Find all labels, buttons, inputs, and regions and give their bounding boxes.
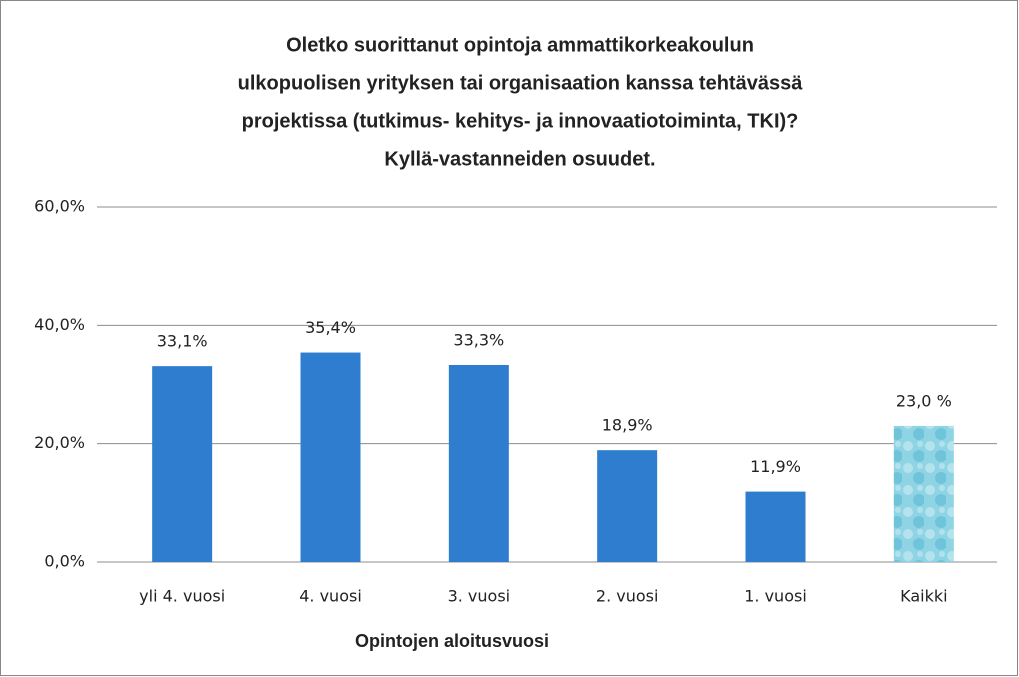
bar-texture [893, 425, 954, 562]
data-label: 33,1% [157, 332, 208, 351]
bar [152, 366, 213, 562]
bar [300, 352, 361, 562]
chart-title: projektissa (tutkimus- kehitys- ja innov… [242, 110, 799, 132]
data-label: 35,4% [305, 318, 356, 337]
chart-title: ulkopuolisen yrityksen tai organisaation… [238, 72, 804, 94]
data-label: 11,9% [750, 457, 801, 476]
data-label: 33,3% [453, 330, 504, 349]
y-tick-label: 0,0% [44, 552, 85, 571]
bar [448, 364, 509, 562]
x-tick-label: 1. vuosi [744, 587, 807, 606]
x-tick-label: 3. vuosi [448, 587, 511, 606]
chart-title: Kyllä-vastanneiden osuudet. [384, 148, 655, 170]
data-label: 18,9% [602, 416, 653, 435]
y-tick-label: 20,0% [34, 433, 85, 452]
y-tick-label: 40,0% [34, 315, 85, 334]
y-tick-label: 60,0% [34, 197, 85, 216]
x-axis-label: Opintojen aloitusvuosi [355, 631, 549, 651]
x-tick-label: Kaikki [900, 587, 947, 606]
chart-title: Oletko suorittanut opintoja ammattikorke… [286, 34, 754, 56]
bar [745, 491, 806, 562]
x-tick-label: yli 4. vuosi [139, 587, 225, 606]
x-tick-label: 2. vuosi [596, 587, 659, 606]
data-label: 23,0 % [896, 391, 952, 410]
x-tick-label: 4. vuosi [299, 587, 362, 606]
bar [597, 450, 658, 562]
